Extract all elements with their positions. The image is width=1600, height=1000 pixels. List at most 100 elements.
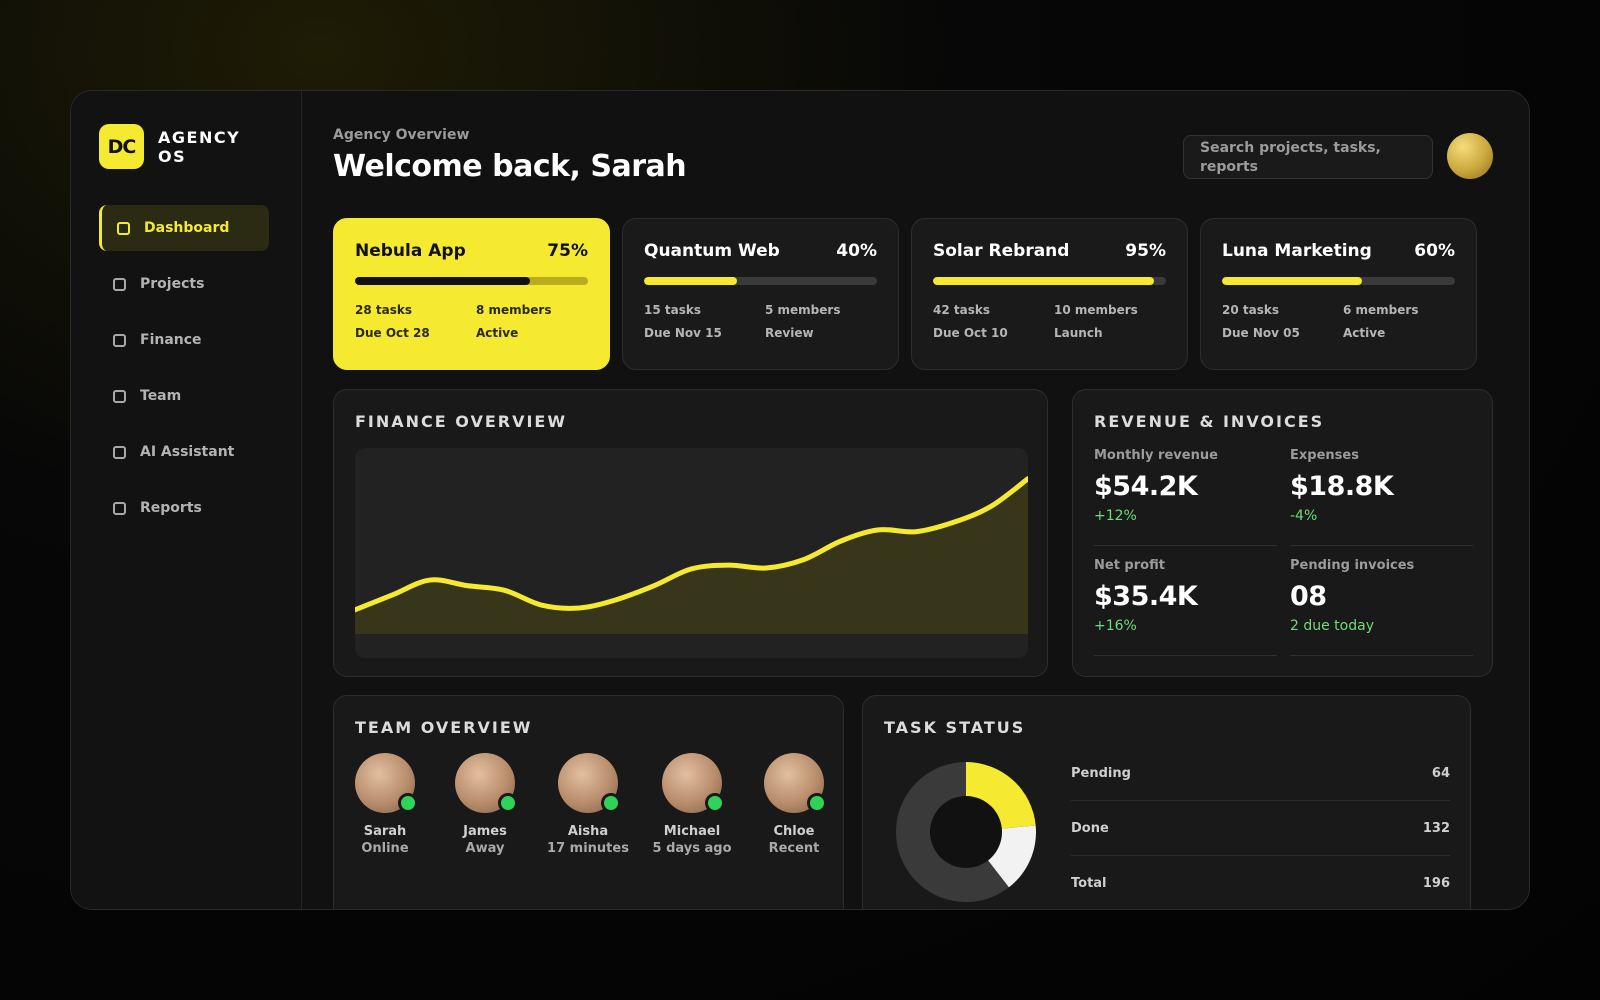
metric-delta: +16% (1094, 618, 1137, 634)
avatar (558, 753, 621, 813)
task-row-done: Done 132 (1071, 801, 1450, 856)
metric-value: 08 (1290, 581, 1327, 612)
task-row-total: Total 196 (1071, 856, 1450, 909)
avatar (764, 753, 827, 813)
metric-value: $35.4K (1094, 581, 1198, 612)
sidebar-item-label: Dashboard (144, 220, 230, 236)
sidebar-item-label: Projects (140, 276, 205, 292)
project-name: Luna Marketing (1222, 241, 1372, 261)
task-value: 64 (1431, 765, 1450, 781)
metric-expenses: Expenses $18.8K -4% (1290, 448, 1473, 546)
member-name: Chloe (773, 824, 815, 839)
online-status-icon (705, 793, 725, 813)
metric-delta: 2 due today (1290, 618, 1374, 634)
main-content: Agency Overview Welcome back, Sarah Sear… (333, 91, 1529, 909)
search-input[interactable]: Search projects, tasks, reports (1183, 135, 1433, 179)
revenue-invoices-panel: REVENUE & INVOICES Monthly revenue $54.2… (1072, 389, 1493, 677)
project-cards: Nebula App 75% 28 tasks 8 members Due Oct… (333, 218, 1493, 370)
brand-logo[interactable]: DC AGENCY OS (99, 124, 258, 169)
project-tasks: 42 tasks (933, 303, 990, 317)
sidebar-item-team[interactable]: Team (99, 373, 269, 419)
dashboard-icon (117, 221, 130, 235)
member-status: Online (361, 841, 409, 856)
donut-hole (930, 796, 1002, 868)
page-subtitle: Agency Overview (333, 127, 470, 143)
progress-fill (933, 277, 1155, 285)
chart-area-fill (355, 478, 1028, 634)
page-title: Welcome back, Sarah (333, 149, 687, 184)
sidebar-item-label: Reports (140, 500, 202, 516)
project-percent: 40% (836, 241, 877, 261)
member-name: Michael (663, 824, 721, 839)
project-card-nebula[interactable]: Nebula App 75% 28 tasks 8 members Due Oct… (333, 218, 610, 370)
project-tasks: 20 tasks (1222, 303, 1279, 317)
user-avatar[interactable] (1447, 133, 1493, 179)
project-due: Due Nov 15 (644, 326, 722, 340)
project-tasks: 28 tasks (355, 303, 412, 317)
finance-chart (355, 448, 1028, 658)
project-progress-bar (644, 277, 877, 285)
project-members: 5 members (765, 303, 841, 317)
task-label: Done (1071, 820, 1109, 836)
member-name: Aisha (567, 824, 609, 839)
panel-title: REVENUE & INVOICES (1094, 412, 1325, 431)
sidebar-item-label: AI Assistant (140, 444, 235, 460)
app-window: DC AGENCY OS Dashboard Projects Finance … (70, 90, 1530, 910)
sidebar: DC AGENCY OS Dashboard Projects Finance … (71, 91, 302, 909)
avatar (455, 753, 518, 813)
project-name: Quantum Web (644, 241, 780, 261)
sidebar-item-ai-assistant[interactable]: AI Assistant (99, 429, 269, 475)
online-status-icon (498, 793, 518, 813)
task-status-panel: TASK STATUS Pending 64 Done 132 Total 19… (862, 695, 1471, 909)
project-card-quantum[interactable]: Quantum Web 40% 15 tasks 5 members Due No… (622, 218, 899, 370)
progress-fill (644, 277, 738, 285)
team-member[interactable]: James Away (440, 753, 530, 857)
sidebar-item-dashboard[interactable]: Dashboard (99, 205, 269, 251)
project-name: Solar Rebrand (933, 241, 1070, 261)
online-status-icon (398, 793, 418, 813)
metric-label: Pending invoices (1290, 558, 1415, 573)
team-member[interactable]: Michael 5 days ago (647, 753, 737, 857)
member-status: Away (465, 841, 505, 856)
brand-name: AGENCY OS (158, 127, 241, 166)
task-status-list: Pending 64 Done 132 Total 196 (1071, 746, 1450, 909)
project-name: Nebula App (355, 241, 466, 261)
sidebar-item-projects[interactable]: Projects (99, 261, 269, 307)
metric-delta: +12% (1094, 508, 1137, 524)
team-member[interactable]: Sarah Online (340, 753, 430, 857)
progress-fill (1222, 277, 1362, 285)
project-card-solar[interactable]: Solar Rebrand 95% 42 tasks 10 members Due… (911, 218, 1188, 370)
project-percent: 95% (1125, 241, 1166, 261)
ai-assistant-icon (113, 445, 126, 459)
reports-icon (113, 501, 126, 515)
project-progress-bar (355, 277, 588, 285)
member-status: 17 minutes (547, 841, 629, 856)
panel-title: FINANCE OVERVIEW (355, 412, 568, 431)
sidebar-item-finance[interactable]: Finance (99, 317, 269, 363)
project-status: Launch (1054, 326, 1103, 340)
projects-icon (113, 277, 126, 291)
team-members: Sarah Online James Away Aisha 17 minutes… (355, 753, 827, 863)
metric-delta: -4% (1290, 508, 1318, 524)
sidebar-nav: Dashboard Projects Finance Team AI Assis… (99, 205, 269, 541)
project-due: Due Oct 28 (355, 326, 430, 340)
team-member[interactable]: Chloe Recent (749, 753, 839, 857)
team-member[interactable]: Aisha 17 minutes (543, 753, 633, 857)
project-percent: 60% (1414, 241, 1455, 261)
project-members: 6 members (1343, 303, 1419, 317)
avatar (355, 753, 418, 813)
project-status: Active (1343, 326, 1386, 340)
finance-overview-panel: FINANCE OVERVIEW (333, 389, 1048, 677)
project-tasks: 15 tasks (644, 303, 701, 317)
task-value: 132 (1422, 820, 1450, 836)
member-status: Recent (768, 841, 820, 856)
project-progress-bar (1222, 277, 1455, 285)
project-status: Active (476, 326, 519, 340)
project-status: Review (765, 326, 814, 340)
finance-icon (113, 333, 126, 347)
member-name: Sarah (363, 824, 407, 839)
project-members: 8 members (476, 303, 552, 317)
logo-badge: DC (99, 124, 144, 169)
sidebar-item-reports[interactable]: Reports (99, 485, 269, 531)
project-card-luna[interactable]: Luna Marketing 60% 20 tasks 6 members Due… (1200, 218, 1477, 370)
